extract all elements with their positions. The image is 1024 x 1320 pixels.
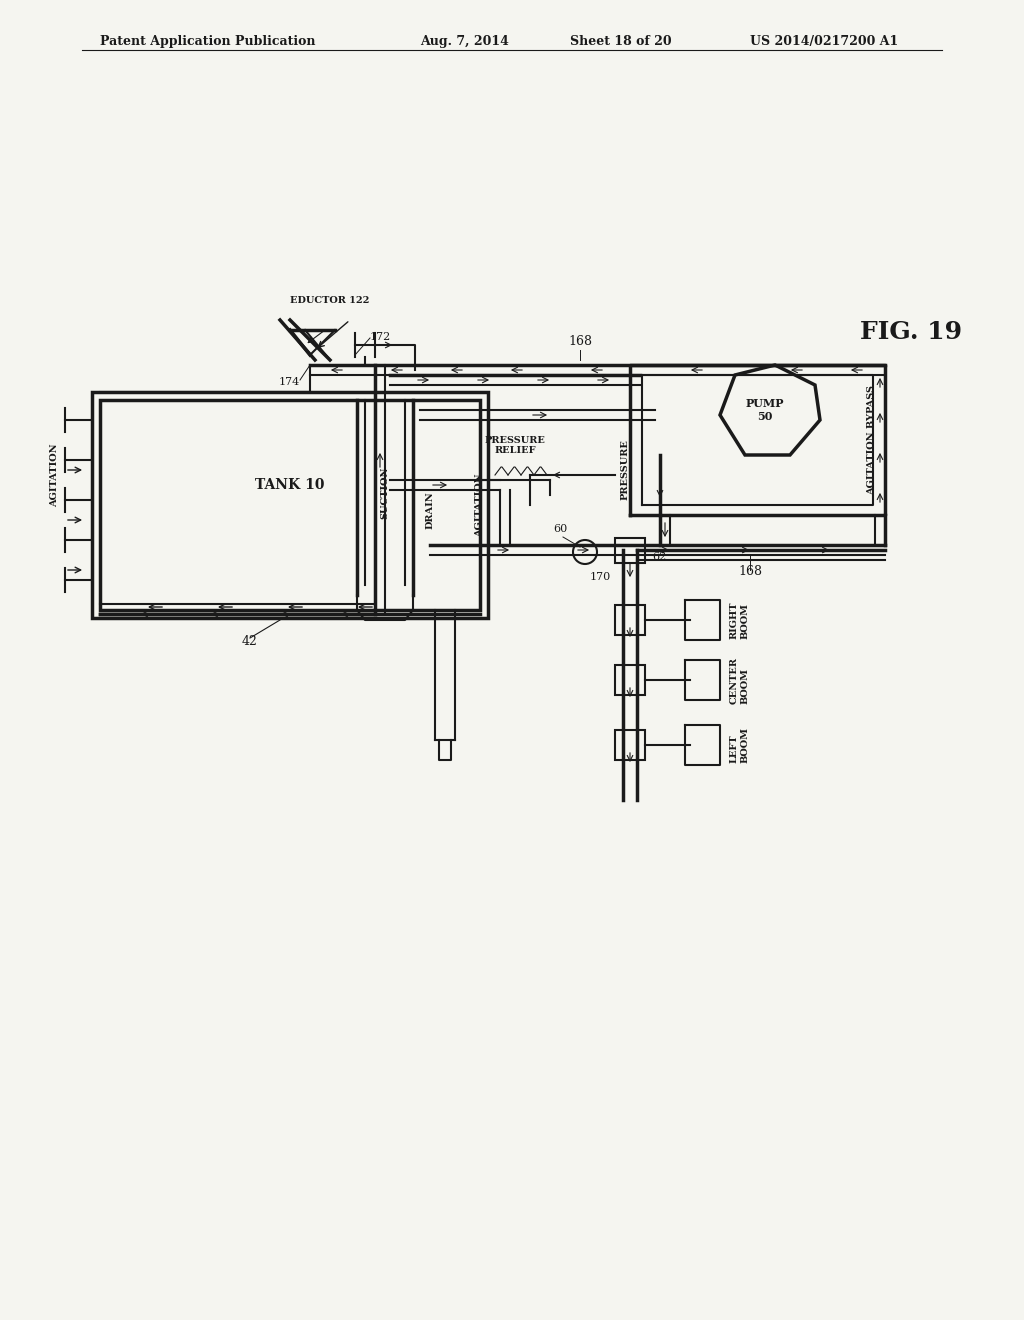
- Text: FIG. 19: FIG. 19: [860, 319, 963, 345]
- Text: 60: 60: [553, 524, 567, 535]
- Text: Aug. 7, 2014: Aug. 7, 2014: [420, 36, 509, 48]
- Bar: [615, 665, 645, 696]
- Text: 170: 170: [590, 572, 610, 582]
- Text: SUCTION: SUCTION: [381, 466, 389, 519]
- Text: DRAIN: DRAIN: [426, 491, 434, 529]
- Text: 42: 42: [242, 635, 258, 648]
- Text: RIGHT
BOOM: RIGHT BOOM: [730, 601, 750, 639]
- Text: US 2014/0217200 A1: US 2014/0217200 A1: [750, 36, 898, 48]
- Text: Sheet 18 of 20: Sheet 18 of 20: [570, 36, 672, 48]
- Text: EDUCTOR 122: EDUCTOR 122: [291, 296, 370, 305]
- Text: PUMP
50: PUMP 50: [745, 399, 784, 422]
- Text: 174: 174: [279, 378, 300, 387]
- Text: 62: 62: [652, 552, 667, 562]
- Bar: [615, 537, 645, 562]
- Text: PRESSURE: PRESSURE: [621, 440, 630, 500]
- Bar: [615, 730, 645, 760]
- Text: AGITATION: AGITATION: [475, 474, 484, 537]
- Text: 168: 168: [568, 335, 592, 348]
- Bar: [615, 605, 645, 635]
- Text: 168: 168: [738, 565, 762, 578]
- Text: PRESSURE
RELIEF: PRESSURE RELIEF: [484, 436, 546, 455]
- Text: CENTER
BOOM: CENTER BOOM: [730, 656, 750, 704]
- Text: Patent Application Publication: Patent Application Publication: [100, 36, 315, 48]
- Text: AGITATION BYPASS: AGITATION BYPASS: [867, 385, 877, 495]
- Text: TANK 10: TANK 10: [255, 478, 325, 492]
- Text: 172: 172: [370, 333, 391, 342]
- Text: LEFT
BOOM: LEFT BOOM: [730, 727, 750, 763]
- Text: AGITATION: AGITATION: [50, 444, 59, 507]
